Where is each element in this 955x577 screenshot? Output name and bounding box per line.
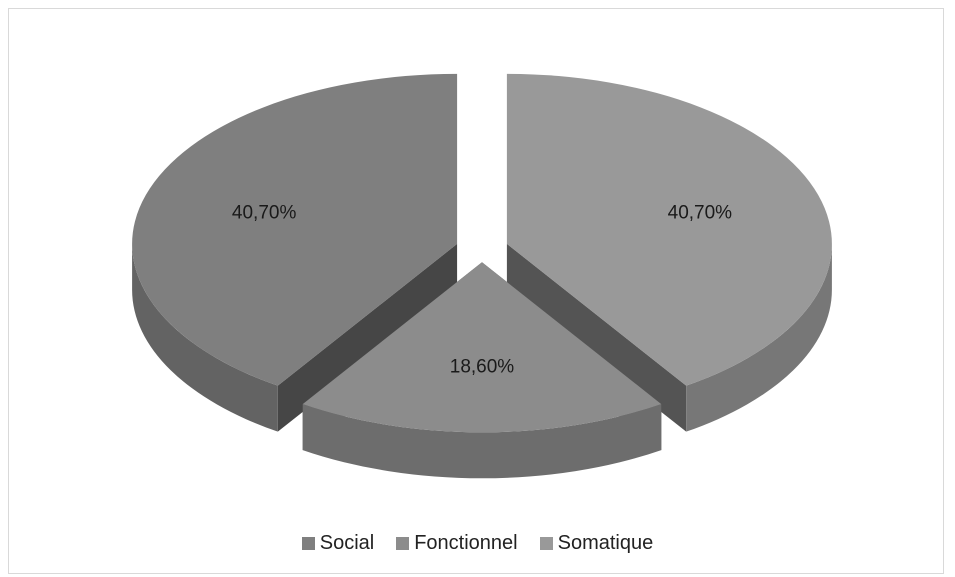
data-label-somatique: 40,70% — [668, 203, 733, 224]
pie-labels: 40,70% 18,60% 40,70% — [232, 203, 732, 378]
data-label-social: 40,70% — [232, 203, 297, 224]
legend-label-social: Social — [319, 532, 375, 554]
slice-wall-somatique-1 — [506, 243, 687, 432]
legend-swatch-fonctionnel — [396, 537, 410, 550]
legend-item-social: Social — [301, 532, 375, 555]
slice-wall-social-0 — [277, 243, 458, 432]
legend-label-somatique: Somatique — [557, 532, 654, 554]
pie-tops — [132, 73, 832, 433]
slice-side-fonctionnel — [302, 404, 662, 479]
legend-swatch-social — [301, 537, 315, 550]
slice-social — [132, 73, 458, 386]
slice-fonctionnel — [302, 262, 662, 433]
legend-label-fonctionnel: Fonctionnel — [414, 532, 518, 554]
legend-item-somatique: Somatique — [539, 532, 654, 555]
legend-swatch-somatique — [539, 537, 553, 550]
slice-side-social — [132, 243, 278, 432]
slice-side-somatique — [686, 243, 832, 432]
slice-somatique — [506, 73, 832, 386]
data-label-fonctionnel: 18,60% — [450, 357, 515, 378]
legend: Social Fonctionnel Somatique — [0, 532, 955, 555]
legend-item-fonctionnel: Fonctionnel — [396, 532, 518, 555]
